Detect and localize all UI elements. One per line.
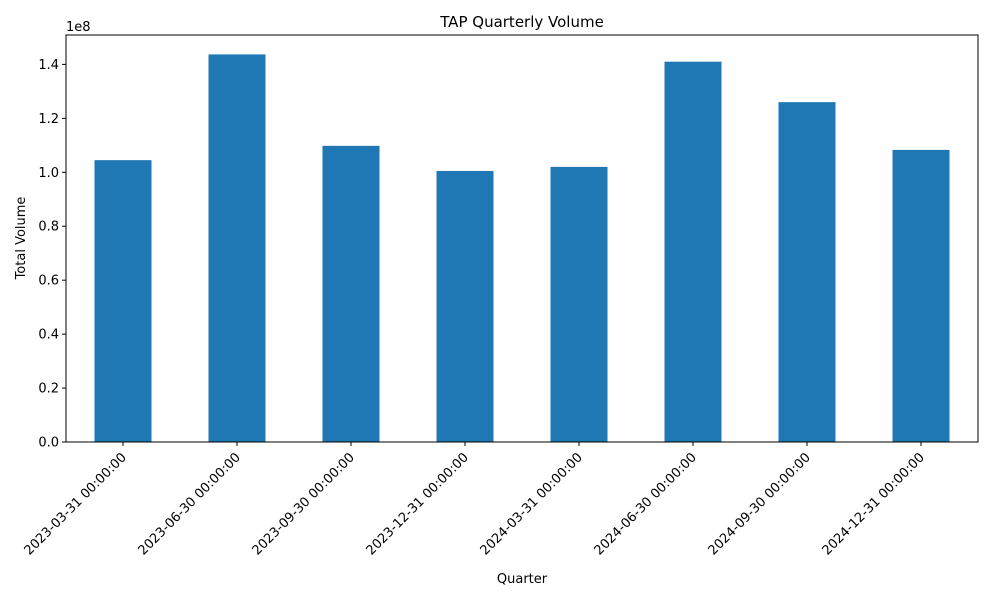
bar-4 bbox=[436, 170, 494, 442]
y-axis-label: Total Volume bbox=[14, 197, 29, 281]
x-tick-label: 2024-06-30 00:00:00 bbox=[592, 450, 700, 558]
y-ticks-group: 0.0 0.2 0.4 0.6 0.8 1.0 1.2 1.4 bbox=[38, 58, 66, 451]
y-tick-label: 1.4 bbox=[38, 58, 59, 73]
x-tick-label: 2023-06-30 00:00:00 bbox=[136, 450, 244, 558]
bar-8 bbox=[892, 149, 950, 442]
bar-6 bbox=[664, 61, 722, 442]
bar-3 bbox=[322, 145, 380, 442]
y-tick-label: 0.2 bbox=[38, 382, 59, 397]
x-tick-label: 2024-12-31 00:00:00 bbox=[820, 450, 928, 558]
x-tick-label: 2023-09-30 00:00:00 bbox=[250, 450, 358, 558]
bar-5 bbox=[550, 166, 608, 442]
y-tick-label: 0.6 bbox=[38, 274, 59, 289]
x-ticks-group: 2023-03-31 00:00:00 2023-06-30 00:00:00 20… bbox=[22, 442, 928, 558]
bar-1 bbox=[94, 160, 152, 442]
y-tick-label: 0.0 bbox=[38, 436, 59, 451]
x-tick-label: 2024-09-30 00:00:00 bbox=[706, 450, 814, 558]
plot-frame bbox=[65, 34, 979, 443]
y-tick-label: 0.4 bbox=[38, 328, 59, 343]
x-axis-label: Quarter bbox=[497, 572, 548, 587]
plot-area bbox=[66, 35, 978, 442]
y-tick-label: 0.8 bbox=[38, 220, 59, 235]
x-tick-label: 2024-03-31 00:00:00 bbox=[478, 450, 586, 558]
y-tick-label: 1.2 bbox=[38, 112, 59, 127]
y-tick-label: 1.0 bbox=[38, 166, 59, 181]
chart-title: TAP Quarterly Volume bbox=[439, 13, 604, 31]
x-tick-label: 2023-03-31 00:00:00 bbox=[22, 450, 130, 558]
bars-group bbox=[94, 54, 950, 443]
y-offset-label: 1e8 bbox=[66, 20, 91, 35]
bar-2 bbox=[208, 54, 266, 443]
bar-7 bbox=[778, 102, 836, 442]
x-tick-label: 2023-12-31 00:00:00 bbox=[364, 450, 472, 558]
